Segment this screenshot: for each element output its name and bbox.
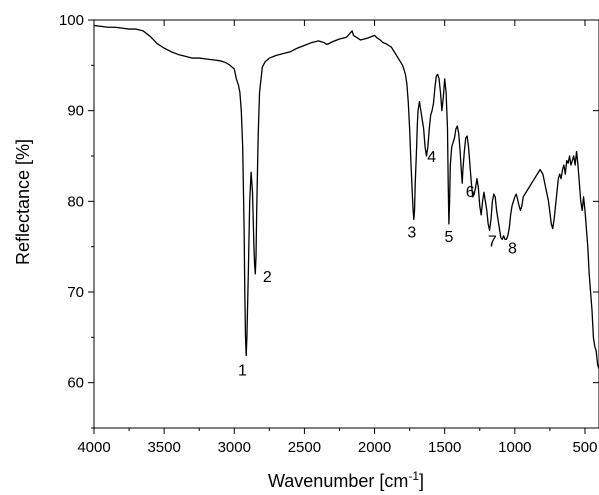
peak-label-4: 4 — [427, 149, 436, 166]
x-axis-title-main: Wavenumber [cm — [268, 471, 408, 491]
x-tick-label: 1000 — [498, 439, 531, 456]
y-tick-label: 60 — [67, 375, 84, 392]
y-tick-label: 100 — [59, 12, 84, 29]
peak-label-1: 1 — [238, 362, 247, 379]
peak-label-3: 3 — [407, 224, 416, 241]
x-tick-label: 3000 — [218, 439, 251, 456]
y-axis-title: Reflectance [%] — [13, 139, 33, 265]
peak-label-5: 5 — [444, 229, 453, 246]
x-tick-label: 3500 — [147, 439, 180, 456]
x-axis-title: Wavenumber [cm-1] — [268, 469, 424, 491]
peak-labels: 1 2 3 4 5 6 7 8 — [238, 149, 517, 379]
y-tick-label: 80 — [67, 193, 84, 210]
series-layer — [93, 24, 599, 370]
x-tick-label: 500 — [572, 439, 597, 456]
peak-label-6: 6 — [466, 184, 475, 201]
spectrum-line — [93, 24, 599, 370]
peak-label-2: 2 — [263, 269, 272, 286]
x-tick-label: 2500 — [288, 439, 321, 456]
x-tick-label: 4000 — [77, 439, 110, 456]
plot-frame — [93, 19, 599, 429]
axes — [88, 19, 599, 434]
tick-labels: 4000 3500 3000 2500 2000 1500 1000 500 60 70 80 90 1… — [59, 12, 598, 456]
y-tick-label: 90 — [67, 103, 84, 120]
x-tick-label: 2000 — [358, 439, 391, 456]
x-axis-title-suffix: ] — [419, 471, 424, 491]
y-tick-label: 70 — [67, 284, 84, 301]
x-axis-title-superscript: -1 — [408, 469, 419, 483]
x-tick-label: 1500 — [428, 439, 461, 456]
peak-label-7: 7 — [488, 233, 497, 250]
peak-label-8: 8 — [508, 240, 517, 257]
